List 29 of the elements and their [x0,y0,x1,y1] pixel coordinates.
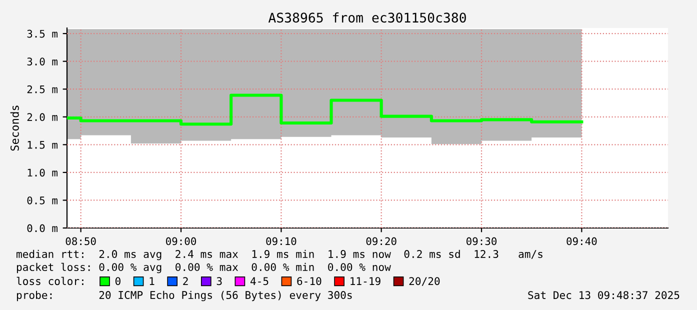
y-tick-label: 0.0 m [27,224,58,232]
text: packet loss: 0.00 % avg 0.00 % max 0.00 % min 0.00 % now [16,262,391,274]
text: probe: 20 ICMP Echo Pings (56 Bytes) every 300s [16,290,352,302]
legend-label: 1 [150,277,154,285]
y-tick-label: 2.0 m [27,113,58,122]
legend-label: 2 [183,277,188,285]
y-axis-title: Seconds [10,106,19,151]
y-tick-label: 1.0 m [28,168,58,177]
y-tick-label: 2.5 m [27,85,58,94]
y-tick-label: 3.0 m [27,58,58,66]
y-tick-label: 1.5 m [28,141,58,149]
legend-label: 6-10 [297,277,322,286]
x-tick-label: 09:10 [266,237,296,246]
x-tick-label: 09:40 [566,237,597,246]
legend-title: loss color: [16,276,84,286]
legend-label: 11-19 [350,277,380,286]
x-tick-label: 09:00 [166,237,196,246]
x-tick-label: 09:20 [366,237,396,246]
legend-label: 0 [115,277,120,286]
y-tick-label: 3.5 m [27,30,58,38]
chart-title: AS38965 from ec301150c380 [268,12,466,23]
x-tick-label: 09:30 [466,237,497,246]
text: Sat Dec 13 09:48:37 2025 [528,291,680,300]
text: median rtt: 2.0 ms avg 2.4 ms max 1.9 ms min 1.9 ms now 0.2 ms sd 12.3 am/s [16,250,542,260]
legend-label: 4-5 [250,277,268,286]
legend-label: 3 [216,277,222,286]
y-tick-label: 0.5 m [27,196,58,204]
legend-label: 20/20 [409,277,440,286]
x-tick-label: 08:50 [66,237,96,246]
